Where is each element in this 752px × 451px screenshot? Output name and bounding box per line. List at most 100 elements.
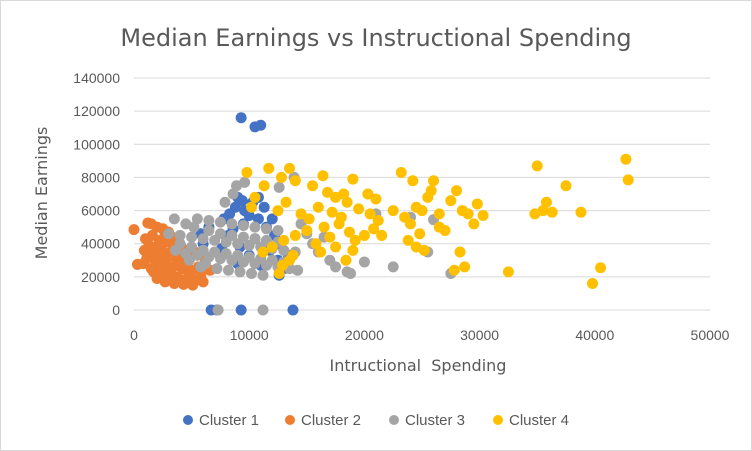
data-point xyxy=(358,256,370,268)
data-point xyxy=(462,208,474,220)
legend-item: Cluster 4 xyxy=(493,412,569,429)
data-point xyxy=(241,166,253,178)
data-point xyxy=(295,208,307,220)
data-point xyxy=(454,246,466,258)
data-point xyxy=(272,205,284,217)
data-point xyxy=(531,160,543,172)
data-point xyxy=(173,259,185,271)
y-tick-label: 120000 xyxy=(73,103,120,119)
data-point xyxy=(226,229,238,241)
data-point xyxy=(186,231,198,243)
data-point xyxy=(169,244,181,256)
data-point xyxy=(620,153,632,165)
data-point xyxy=(246,268,258,280)
data-point xyxy=(273,268,285,280)
y-tick-label: 140000 xyxy=(73,70,120,86)
data-point xyxy=(529,208,541,220)
data-point xyxy=(502,266,514,278)
data-point xyxy=(214,216,226,228)
data-point xyxy=(214,228,226,240)
data-point xyxy=(195,261,207,273)
data-point xyxy=(402,234,414,246)
data-point xyxy=(128,224,140,236)
data-point xyxy=(540,196,552,208)
data-point xyxy=(364,208,376,220)
data-point xyxy=(289,229,301,241)
data-point xyxy=(191,213,203,225)
data-point xyxy=(368,223,380,235)
data-point xyxy=(232,249,244,261)
data-point xyxy=(586,277,598,289)
legend-label: Cluster 3 xyxy=(405,412,465,429)
data-point xyxy=(287,249,299,261)
data-point xyxy=(258,180,270,192)
data-point xyxy=(448,264,460,276)
data-point xyxy=(211,263,223,275)
data-point xyxy=(358,229,370,241)
data-point xyxy=(284,162,296,174)
data-point xyxy=(272,224,284,236)
legend-marker xyxy=(389,415,399,425)
data-point xyxy=(280,196,292,208)
data-point xyxy=(387,261,399,273)
data-point xyxy=(315,246,327,258)
legend: Cluster 1 Cluster 2 Cluster 3 Cluster 4 xyxy=(183,412,569,429)
gridlines xyxy=(134,77,710,311)
data-point xyxy=(301,224,313,236)
data-point xyxy=(349,234,361,246)
data-point xyxy=(235,112,247,124)
data-point xyxy=(263,162,275,174)
x-tick-label: 40000 xyxy=(575,327,614,343)
data-point xyxy=(326,206,338,218)
data-point xyxy=(212,304,224,316)
data-point xyxy=(266,213,278,225)
data-point xyxy=(338,188,350,200)
data-point xyxy=(372,215,384,227)
data-point xyxy=(278,234,290,246)
data-point xyxy=(287,304,299,316)
x-tick-label: 50000 xyxy=(691,327,730,343)
legend-item: Cluster 3 xyxy=(389,412,465,429)
data-point xyxy=(222,264,234,276)
data-point xyxy=(163,228,175,240)
data-point xyxy=(322,186,334,198)
data-point xyxy=(138,244,150,256)
data-point xyxy=(387,205,399,217)
data-point xyxy=(174,229,186,241)
legend-label: Cluster 1 xyxy=(199,412,259,429)
data-point xyxy=(209,246,221,258)
data-point xyxy=(203,215,215,227)
legend-label: Cluster 4 xyxy=(509,412,569,429)
y-axis-title: Median Earnings xyxy=(32,127,51,260)
data-point xyxy=(275,171,287,183)
data-point xyxy=(246,201,258,213)
x-tick-label: 30000 xyxy=(460,327,499,343)
y-tick-label: 80000 xyxy=(81,169,120,185)
data-point xyxy=(278,244,290,256)
series-3 xyxy=(163,171,457,316)
data-point xyxy=(347,173,359,185)
data-point xyxy=(178,278,190,290)
y-tick-label: 0 xyxy=(112,302,120,318)
legend-marker xyxy=(183,415,193,425)
data-point xyxy=(560,180,572,192)
legend-item: Cluster 1 xyxy=(183,412,259,429)
data-point xyxy=(168,213,180,225)
data-point xyxy=(428,175,440,187)
data-point xyxy=(477,210,489,222)
data-point xyxy=(330,261,342,273)
data-point xyxy=(187,279,199,291)
data-point xyxy=(243,251,255,263)
data-point xyxy=(414,228,426,240)
data-point xyxy=(353,203,365,215)
data-point xyxy=(257,246,269,258)
data-point xyxy=(257,269,269,281)
data-point xyxy=(164,266,176,278)
data-points xyxy=(128,112,634,316)
data-point xyxy=(141,253,153,265)
legend-marker xyxy=(285,415,295,425)
data-point xyxy=(324,231,336,243)
data-point xyxy=(312,201,324,213)
data-point xyxy=(468,218,480,230)
